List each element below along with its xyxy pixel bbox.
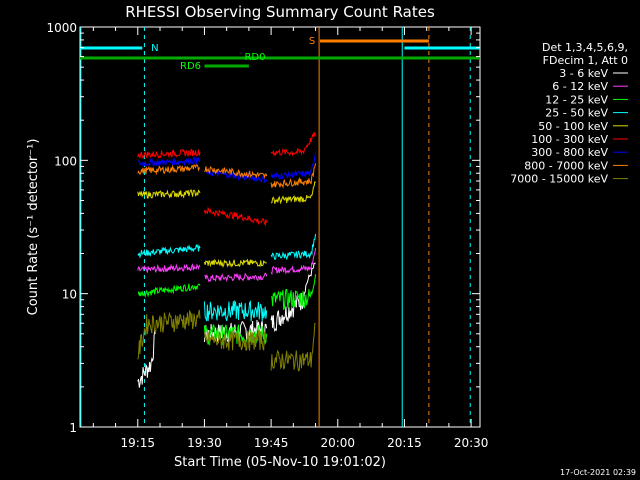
- series-2-segment-2: [270, 274, 317, 310]
- series-6-segment-2: [270, 152, 317, 179]
- series-7-segment-1: [204, 166, 268, 180]
- series-6-segment-0: [137, 155, 201, 168]
- series-0-segment-2: [270, 262, 316, 333]
- flag-label-s: S: [309, 36, 315, 47]
- legend-entry-label: 6 - 12 keV: [552, 80, 608, 93]
- x-tick-label: 19:15: [120, 436, 155, 450]
- series-5-segment-0: [137, 148, 201, 160]
- legend-header-line: Det 1,3,4,5,6,9,: [542, 41, 628, 54]
- series-5: [137, 131, 317, 227]
- legend-entry-label: 12 - 25 keV: [545, 93, 608, 106]
- series-3-segment-0: [137, 243, 201, 259]
- series-4-segment-1: [203, 258, 267, 268]
- x-tick-label: 20:00: [320, 436, 355, 450]
- series-7-segment-0: [137, 164, 201, 176]
- series-3-segment-2: [270, 233, 317, 261]
- y-tick-label: 100: [54, 154, 77, 168]
- series-4-segment-2: [270, 181, 316, 205]
- series-1: [137, 247, 317, 283]
- y-tick-label: 1: [69, 421, 77, 435]
- x-axis-title: Start Time (05-Nov-10 19:01:02): [174, 455, 386, 470]
- x-tick-label: 20:15: [387, 436, 422, 450]
- series-3: [137, 233, 317, 322]
- attenuator-markers: [80, 27, 471, 427]
- flag-label-rd6: RD6: [180, 61, 201, 72]
- legend-entry-label: 50 - 100 keV: [538, 120, 608, 133]
- timestamp: 17-Oct-2021 02:39: [560, 468, 636, 477]
- legend-entry-label: 25 - 50 keV: [545, 107, 608, 120]
- flag-label-rd0: RD0: [244, 52, 265, 63]
- x-tick-labels: 19:15 19:30 19:45 20:00 20:15 20:30: [120, 436, 488, 450]
- series-1-segment-0: [137, 263, 201, 273]
- series-8-segment-1: [203, 330, 267, 351]
- series-3-segment-1: [203, 299, 268, 322]
- plot-frame: [79, 26, 481, 428]
- legend-header-line: FDecim 1, Att 0: [543, 54, 628, 67]
- series-8-segment-0: [137, 309, 201, 360]
- series-7: [137, 163, 317, 189]
- series-7-segment-2: [270, 163, 317, 189]
- y-axis-title: Count Rate (s⁻¹ detector⁻¹): [26, 139, 41, 316]
- flag-bars: N RD0 RD6 S: [80, 36, 480, 72]
- series-4-segment-0: [137, 188, 201, 199]
- axis-ticks: [80, 27, 480, 428]
- flag-label-n: N: [151, 43, 158, 54]
- x-tick-label: 19:30: [187, 436, 222, 450]
- x-tick-label: 20:30: [454, 436, 489, 450]
- series-2-segment-0: [137, 283, 201, 299]
- legend-entry-label: 7000 - 15000 keV: [510, 173, 608, 186]
- y-tick-label: 1000: [46, 21, 77, 35]
- legend: Det 1,3,4,5,6,9,FDecim 1, Att 03 - 6 keV…: [510, 41, 628, 186]
- legend-entry-label: 3 - 6 keV: [559, 67, 608, 80]
- y-tick-label: 10: [62, 288, 77, 302]
- series-layer: [137, 131, 317, 388]
- y-tick-labels: 1 10 100 1000: [46, 21, 77, 435]
- series-4: [137, 181, 316, 268]
- series-1-segment-2: [270, 247, 317, 276]
- x-tick-label: 19:45: [254, 436, 289, 450]
- legend-entry-label: 300 - 800 keV: [531, 146, 608, 159]
- series-5-segment-2: [270, 131, 317, 158]
- series-8-segment-2: [270, 322, 316, 372]
- series-0-segment-0: [137, 329, 157, 388]
- legend-entry-label: 100 - 300 keV: [531, 133, 608, 146]
- series-5-segment-1: [203, 206, 268, 227]
- chart-title: RHESSI Observing Summary Count Rates: [125, 3, 435, 21]
- legend-entry-label: 800 - 7000 keV: [524, 159, 608, 172]
- series-8: [137, 309, 316, 372]
- series-1-segment-1: [204, 272, 268, 283]
